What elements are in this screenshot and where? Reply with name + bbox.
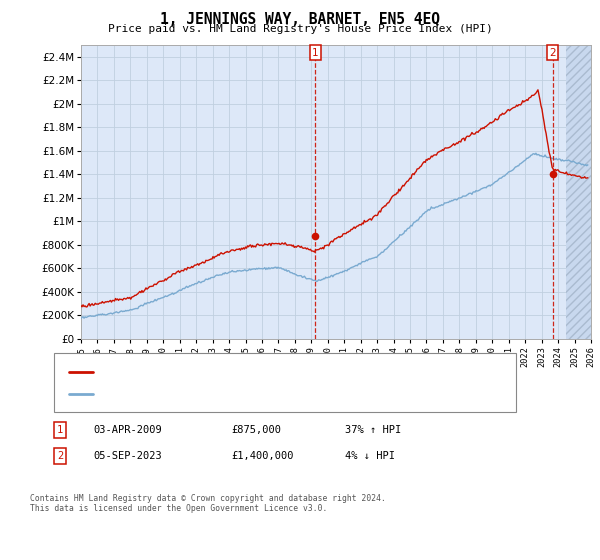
Text: 2: 2 <box>550 48 556 58</box>
Text: 4% ↓ HPI: 4% ↓ HPI <box>345 451 395 461</box>
Text: 1, JENNINGS WAY, BARNET, EN5 4EQ: 1, JENNINGS WAY, BARNET, EN5 4EQ <box>160 12 440 27</box>
Text: 2: 2 <box>57 451 63 461</box>
Text: Contains HM Land Registry data © Crown copyright and database right 2024.
This d: Contains HM Land Registry data © Crown c… <box>30 494 386 514</box>
Text: 05-SEP-2023: 05-SEP-2023 <box>93 451 162 461</box>
Bar <box>566 45 591 339</box>
Text: 1: 1 <box>57 425 63 435</box>
Text: Price paid vs. HM Land Registry's House Price Index (HPI): Price paid vs. HM Land Registry's House … <box>107 24 493 34</box>
Text: 1, JENNINGS WAY, BARNET, EN5 4EQ (detached house): 1, JENNINGS WAY, BARNET, EN5 4EQ (detach… <box>97 367 385 377</box>
Text: HPI: Average price, detached house, Barnet: HPI: Average price, detached house, Barn… <box>97 389 344 399</box>
Text: £1,400,000: £1,400,000 <box>231 451 293 461</box>
Text: 1: 1 <box>312 48 319 58</box>
Text: 03-APR-2009: 03-APR-2009 <box>93 425 162 435</box>
Text: £875,000: £875,000 <box>231 425 281 435</box>
Text: 37% ↑ HPI: 37% ↑ HPI <box>345 425 401 435</box>
